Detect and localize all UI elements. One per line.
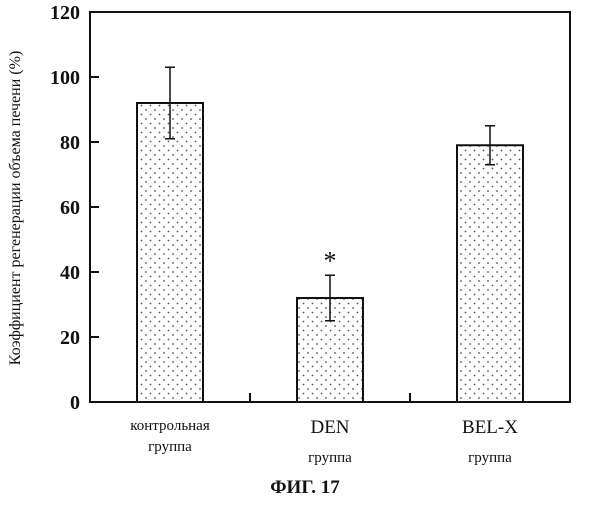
bars-layer bbox=[136, 66, 524, 403]
x-category-label: BEL-X bbox=[462, 417, 518, 438]
y-tick-label: 20 bbox=[60, 327, 80, 349]
figure-caption: ФИГ. 17 bbox=[270, 477, 340, 498]
y-axis-label: Коэффициент регенерации объема печени (%… bbox=[7, 51, 24, 366]
x-category-sublabel: группа bbox=[468, 450, 512, 466]
significance-marker: * bbox=[324, 246, 337, 275]
bar-1 bbox=[136, 102, 204, 403]
x-category-label: контрольная bbox=[130, 418, 210, 434]
labels-layer: 0 20 40 60 80 100 120 контрольная группа DEN групп… bbox=[50, 2, 518, 466]
y-tick-label: 0 bbox=[70, 392, 80, 414]
x-category-label: DEN bbox=[310, 417, 349, 438]
y-tick-label: 40 bbox=[60, 262, 80, 284]
y-tick-label: 120 bbox=[50, 2, 80, 24]
y-tick-label: 100 bbox=[50, 67, 80, 89]
y-tick-label: 60 bbox=[60, 197, 80, 219]
x-category-sublabel: группа bbox=[148, 439, 192, 455]
axes-layer bbox=[89, 11, 571, 403]
bar-3 bbox=[456, 144, 524, 403]
x-category-sublabel: группа bbox=[308, 450, 352, 466]
y-tick-label: 80 bbox=[60, 132, 80, 154]
